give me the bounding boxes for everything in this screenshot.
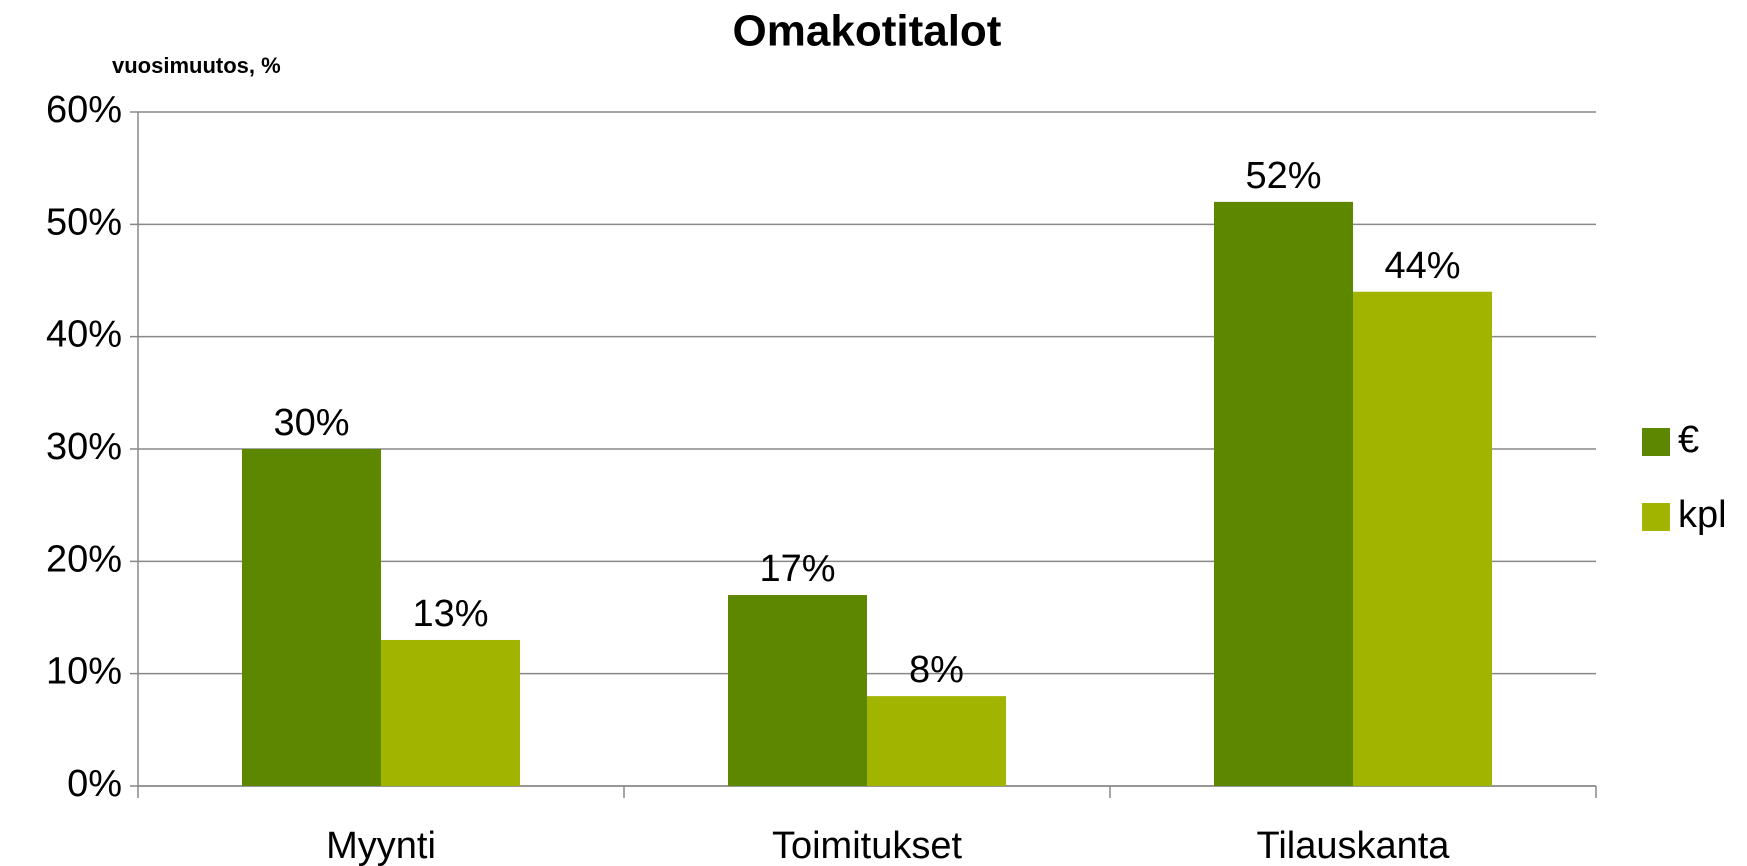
value-label: 17% bbox=[759, 548, 835, 590]
chart-title: Omakotitalot bbox=[733, 7, 1002, 56]
value-label: 8% bbox=[909, 649, 964, 691]
value-label: 13% bbox=[412, 593, 488, 635]
bar bbox=[381, 639, 520, 786]
legend-label: € bbox=[1678, 419, 1699, 461]
legend-swatch bbox=[1642, 503, 1670, 531]
value-label: 44% bbox=[1384, 245, 1460, 287]
y-tick-label: 40% bbox=[46, 314, 122, 356]
bar bbox=[242, 449, 381, 786]
y-axis-label: vuosimuutos, % bbox=[112, 53, 281, 78]
y-tick-label: 10% bbox=[46, 651, 122, 693]
bar bbox=[1214, 201, 1353, 786]
value-label: 30% bbox=[273, 402, 349, 444]
bar bbox=[728, 595, 867, 786]
y-tick-label: 30% bbox=[46, 426, 122, 468]
bar bbox=[1353, 291, 1492, 786]
y-tick-label: 50% bbox=[46, 201, 122, 243]
x-tick-label: Tilauskanta bbox=[1257, 825, 1451, 866]
bar bbox=[867, 696, 1006, 786]
y-tick-label: 20% bbox=[46, 538, 122, 580]
x-tick-label: Toimitukset bbox=[772, 825, 962, 866]
x-tick-label: Myynti bbox=[326, 825, 436, 866]
y-tick-label: 0% bbox=[67, 763, 122, 805]
y-tick-label: 60% bbox=[46, 89, 122, 131]
value-label: 52% bbox=[1245, 155, 1321, 197]
legend-swatch bbox=[1642, 428, 1670, 456]
legend-label: kpl bbox=[1678, 494, 1727, 536]
